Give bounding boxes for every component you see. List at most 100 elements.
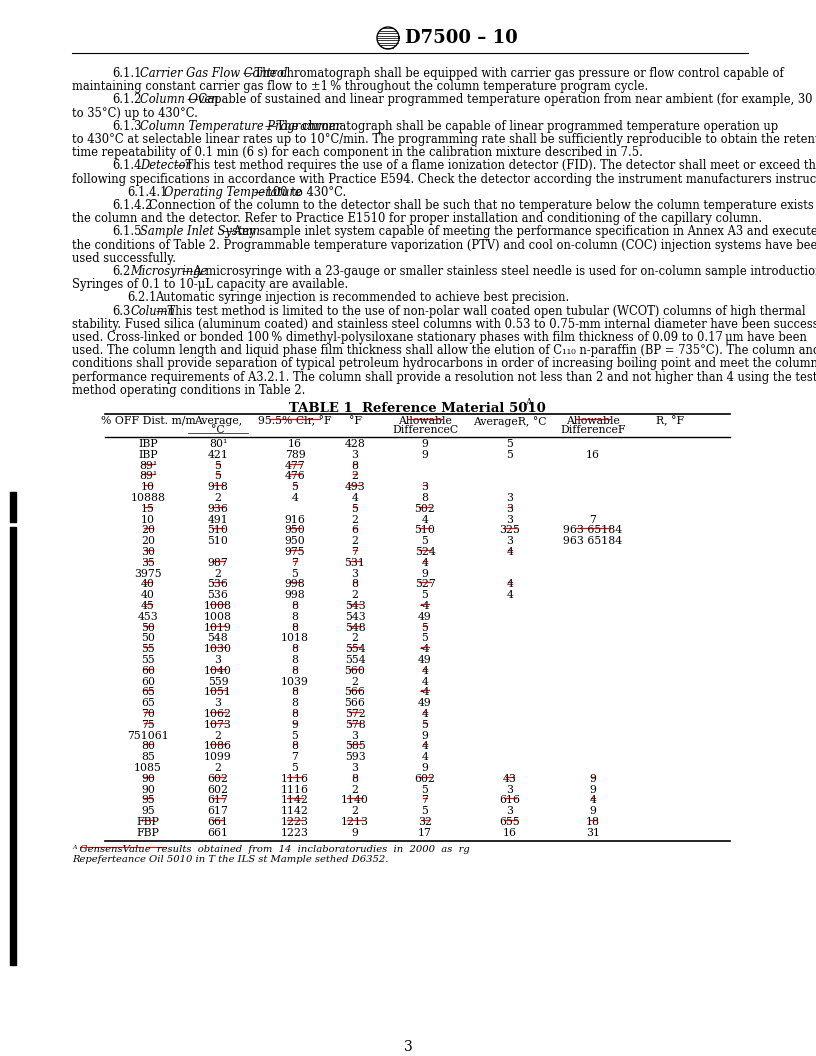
Text: 15: 15 <box>141 504 155 514</box>
Text: 3: 3 <box>507 806 513 816</box>
Text: 4: 4 <box>507 590 513 600</box>
Text: 2: 2 <box>352 634 358 643</box>
Text: R, °F: R, °F <box>656 416 684 427</box>
Text: DifferenceC: DifferenceC <box>392 425 458 435</box>
Text: 6: 6 <box>352 526 358 535</box>
Text: 1085: 1085 <box>134 763 162 773</box>
Text: 5: 5 <box>291 483 299 492</box>
Text: 1223: 1223 <box>281 817 309 827</box>
Text: 9: 9 <box>422 568 428 579</box>
Text: 963 65184: 963 65184 <box>563 526 623 535</box>
Text: 617: 617 <box>207 795 228 806</box>
Text: 578: 578 <box>344 720 366 730</box>
Text: 1019: 1019 <box>204 623 232 633</box>
Text: Carrier Gas Flow Control: Carrier Gas Flow Control <box>140 67 287 80</box>
Text: 4: 4 <box>507 547 513 557</box>
Text: 3975: 3975 <box>134 568 162 579</box>
Text: IBP: IBP <box>138 439 157 449</box>
Text: 8: 8 <box>291 655 299 665</box>
Text: time repeatability of 0.1 min (6 s) for each component in the calibration mixtur: time repeatability of 0.1 min (6 s) for … <box>72 146 643 159</box>
Text: 510: 510 <box>207 536 228 546</box>
Text: Microsyringe: Microsyringe <box>131 265 208 278</box>
Text: following specifications in accordance with Practice E594. Check the detector ac: following specifications in accordance w… <box>72 172 816 186</box>
Text: 5: 5 <box>215 471 221 482</box>
Text: 524: 524 <box>415 547 436 557</box>
Text: 80¹: 80¹ <box>209 439 227 449</box>
Text: -4: -4 <box>419 601 430 611</box>
Text: 3: 3 <box>507 504 513 514</box>
Text: 617: 617 <box>207 806 228 816</box>
Text: 6.2.1: 6.2.1 <box>127 291 157 304</box>
Text: Column Temperature Programmer: Column Temperature Programmer <box>140 119 341 133</box>
Text: IBP: IBP <box>138 450 157 459</box>
Text: 602: 602 <box>207 785 228 794</box>
Text: —The chromatograph shall be capable of linear programmed temperature operation u: —The chromatograph shall be capable of l… <box>264 119 778 133</box>
Text: 89¹: 89¹ <box>139 471 157 482</box>
Text: 602: 602 <box>207 774 228 784</box>
Text: 2: 2 <box>352 806 358 816</box>
Text: 10: 10 <box>141 514 155 525</box>
Text: 4: 4 <box>352 493 358 503</box>
Text: —Capable of sustained and linear programmed temperature operation from near ambi: —Capable of sustained and linear program… <box>187 93 813 107</box>
Text: 531: 531 <box>344 558 366 568</box>
Text: 5: 5 <box>507 450 513 459</box>
Text: 75: 75 <box>141 720 155 730</box>
Text: 20: 20 <box>141 536 155 546</box>
Text: maintaining constant carrier gas flow to ±1 % throughout the column temperature : maintaining constant carrier gas flow to… <box>72 80 648 93</box>
Text: 8: 8 <box>291 623 299 633</box>
Text: 6.1.4.2: 6.1.4.2 <box>112 199 153 212</box>
Text: °F: °F <box>348 416 361 426</box>
Text: 950: 950 <box>285 536 305 546</box>
Text: 31: 31 <box>586 828 600 837</box>
Text: 6.1.3: 6.1.3 <box>112 119 141 133</box>
Text: 527: 527 <box>415 580 436 589</box>
Text: 1099: 1099 <box>204 752 232 762</box>
Text: 5: 5 <box>422 623 428 633</box>
Text: 963 65184: 963 65184 <box>563 536 623 546</box>
Text: 3: 3 <box>507 536 513 546</box>
Text: ᴬ GensensValue  results  obtained  from  14  inclaboratorudies  in  2000  as  rg: ᴬ GensensValue results obtained from 14 … <box>72 845 470 853</box>
Text: 8: 8 <box>352 460 358 471</box>
Text: the column and the detector. Refer to Practice E1510 for proper installation and: the column and the detector. Refer to Pr… <box>72 212 762 225</box>
Text: 2: 2 <box>352 785 358 794</box>
Text: Sample Inlet System: Sample Inlet System <box>140 225 260 239</box>
Text: 7: 7 <box>291 558 299 568</box>
Text: —This test method requires the use of a flame ionization detector (FID). The det: —This test method requires the use of a … <box>175 159 816 172</box>
Text: 560: 560 <box>344 665 366 676</box>
Text: 421: 421 <box>207 450 228 459</box>
Text: 3: 3 <box>422 483 428 492</box>
Text: 1140: 1140 <box>341 795 369 806</box>
Text: Operating Temperature: Operating Temperature <box>164 186 302 199</box>
Text: 70: 70 <box>141 709 155 719</box>
Text: 987: 987 <box>207 558 228 568</box>
Text: Column: Column <box>131 304 175 318</box>
Text: 2: 2 <box>215 493 221 503</box>
Text: 476: 476 <box>285 471 305 482</box>
Text: 5: 5 <box>422 806 428 816</box>
Text: 3: 3 <box>507 514 513 525</box>
Text: 661: 661 <box>207 817 228 827</box>
Text: 493: 493 <box>344 483 366 492</box>
Text: 4: 4 <box>422 752 428 762</box>
Text: 50: 50 <box>141 634 155 643</box>
Text: 9: 9 <box>590 774 596 784</box>
Text: 65: 65 <box>141 687 155 697</box>
Text: 40: 40 <box>141 580 155 589</box>
Text: 1073: 1073 <box>204 720 232 730</box>
Text: 453: 453 <box>138 611 158 622</box>
Text: 2: 2 <box>352 677 358 686</box>
Text: —Any sample inlet system capable of meeting the performance specification in Ann: —Any sample inlet system capable of meet… <box>222 225 816 239</box>
Text: —100 to 430°C.: —100 to 430°C. <box>255 186 347 199</box>
Text: 9: 9 <box>590 785 596 794</box>
Text: 95: 95 <box>141 806 155 816</box>
Text: 4: 4 <box>422 677 428 686</box>
Text: 491: 491 <box>207 514 228 525</box>
Text: 90: 90 <box>141 774 155 784</box>
Text: 428: 428 <box>344 439 366 449</box>
Text: 5: 5 <box>291 568 299 579</box>
Text: 510: 510 <box>207 526 228 535</box>
Text: DifferenceF: DifferenceF <box>561 425 626 435</box>
Text: 8: 8 <box>352 774 358 784</box>
Text: 1039: 1039 <box>281 677 309 686</box>
Text: 4: 4 <box>507 580 513 589</box>
